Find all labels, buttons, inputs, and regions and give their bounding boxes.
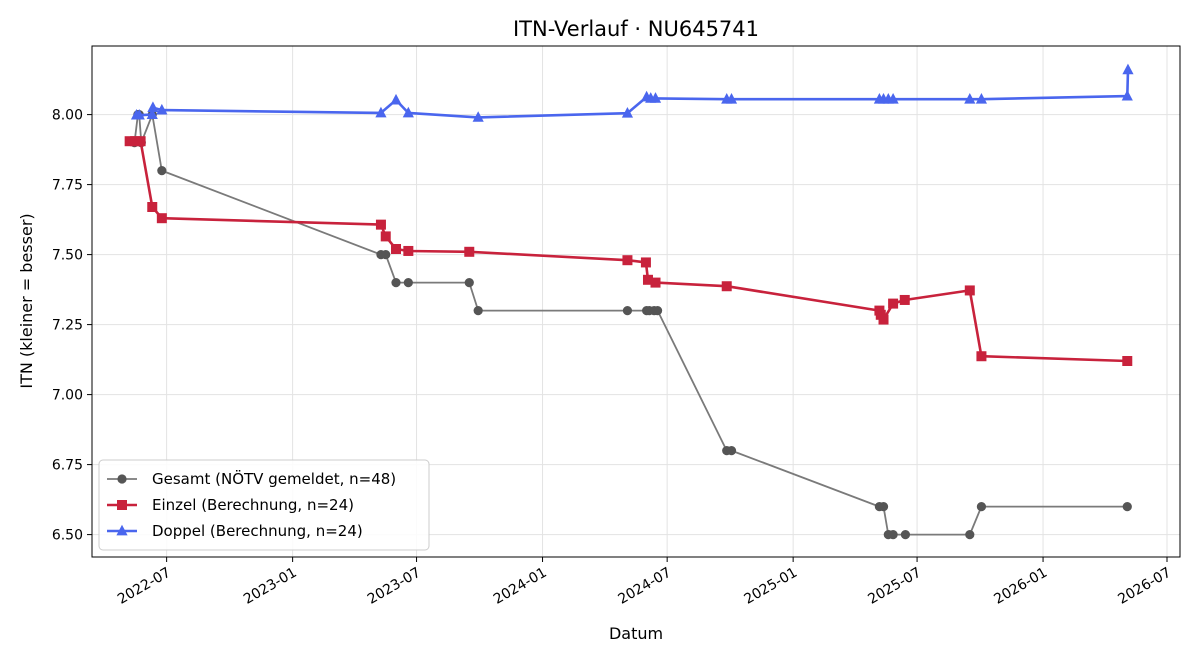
gesamt-data-point xyxy=(473,306,483,316)
gesamt-data-point xyxy=(391,278,401,288)
x-tick-label: 2025-01 xyxy=(741,565,800,608)
gesamt-data-point xyxy=(622,306,633,316)
gesamt-data-point xyxy=(652,306,663,316)
einzel-data-point xyxy=(380,231,391,242)
series-1 xyxy=(124,136,1133,366)
legend: Gesamt (NÖTV gemeldet, n=48) Einzel (Bere… xyxy=(98,459,430,551)
einzel-data-point xyxy=(642,274,653,285)
doppel-data-point xyxy=(133,108,145,120)
doppel-data-point xyxy=(146,108,158,119)
doppel-data-point xyxy=(390,93,402,105)
doppel-data-point xyxy=(1121,89,1133,101)
gesamt-data-point xyxy=(381,250,391,260)
einzel-data-point xyxy=(147,202,158,212)
y-tick-label: 6.50 xyxy=(52,528,83,544)
legend-label: Gesamt (NÖTV gemeldet, n=48) xyxy=(152,469,396,488)
legend-box xyxy=(98,459,430,551)
series-2 xyxy=(130,63,1134,122)
einzel-series-line xyxy=(129,139,1128,363)
x-tick-label: 2026-07 xyxy=(1115,565,1174,608)
doppel-data-point xyxy=(402,106,414,118)
gesamt-data-point xyxy=(464,278,474,288)
y-axis-label: ITN (kleiner = besser) xyxy=(17,213,36,388)
y-tick-label: 6.75 xyxy=(52,458,83,474)
gesamt-data-point xyxy=(157,166,167,176)
einzel-data-point xyxy=(640,257,651,268)
gesamt-data-point xyxy=(976,502,987,512)
y-tick-label: 8.00 xyxy=(52,108,83,124)
series-layer xyxy=(124,63,1134,540)
doppel-data-point xyxy=(975,93,988,104)
doppel-data-point xyxy=(621,107,634,118)
y-tick-label: 7.25 xyxy=(52,318,83,334)
legend-marker xyxy=(117,500,127,510)
legend-label: Doppel (Berechnung, n=24) xyxy=(152,522,363,540)
legend-label: Einzel (Berechnung, n=24) xyxy=(152,496,354,514)
gesamt-data-point xyxy=(403,278,413,288)
doppel-series-line xyxy=(136,69,1130,119)
legend-einzel: Einzel (Berechnung, n=24) xyxy=(107,496,354,514)
einzel-data-point xyxy=(124,136,135,147)
doppel-data-point xyxy=(964,93,976,104)
chart-title: ITN-Verlauf · NU645741 xyxy=(513,17,759,41)
einzel-data-point xyxy=(622,255,633,266)
einzel-data-point xyxy=(464,246,475,257)
gesamt-data-point xyxy=(726,446,737,456)
gesamt-data-point xyxy=(888,530,898,540)
doppel-data-point xyxy=(156,103,168,115)
einzel-data-point xyxy=(375,219,386,230)
legend-marker xyxy=(117,474,127,484)
y-tick-label: 7.75 xyxy=(52,178,83,194)
einzel-data-point xyxy=(1122,356,1133,366)
einzel-data-point xyxy=(899,294,910,305)
einzel-data-point xyxy=(135,136,146,147)
doppel-data-point xyxy=(147,101,159,112)
einzel-data-point xyxy=(888,298,899,309)
plot-frame xyxy=(91,45,1181,558)
y-tick-label: 7.00 xyxy=(52,388,83,404)
einzel-data-point xyxy=(403,245,414,256)
x-axis-label: Datum xyxy=(609,624,663,643)
einzel-data-point xyxy=(976,351,987,362)
x-tick-label: 2026-01 xyxy=(991,565,1050,608)
doppel-data-point xyxy=(887,93,899,104)
doppel-data-point xyxy=(725,93,738,104)
einzel-data-point xyxy=(130,136,141,147)
einzel-data-point xyxy=(964,285,975,296)
doppel-data-point xyxy=(472,111,484,122)
einzel-data-point xyxy=(650,277,661,288)
x-axis: 2022-07 2023-01 2023-07 2024-01 2024-07 2025-… xyxy=(115,557,1174,608)
legend-marker xyxy=(116,524,128,536)
einzel-data-point xyxy=(878,314,889,325)
doppel-data-point xyxy=(1122,63,1134,75)
y-axis: 6.50 6.75 7.00 7.25 7.50 7.75 8.00 xyxy=(52,108,92,544)
gesamt-data-point xyxy=(965,530,975,540)
doppel-data-point xyxy=(649,92,662,103)
x-tick-label: 2022-07 xyxy=(115,565,174,608)
einzel-data-point xyxy=(721,281,732,292)
x-tick-label: 2023-07 xyxy=(365,565,424,608)
gesamt-data-point xyxy=(1122,502,1132,512)
doppel-data-point xyxy=(375,106,387,118)
x-tick-label: 2025-07 xyxy=(865,565,924,608)
gesamt-data-point xyxy=(878,502,889,512)
x-tick-label: 2024-01 xyxy=(491,565,550,608)
einzel-data-point xyxy=(391,244,402,254)
einzel-data-point xyxy=(156,213,167,224)
legend-gesamt: Gesamt (NÖTV gemeldet, n=48) xyxy=(107,469,396,488)
x-tick-label: 2023-01 xyxy=(241,565,300,608)
x-tick-label: 2024-07 xyxy=(615,565,674,608)
legend-doppel: Doppel (Berechnung, n=24) xyxy=(107,522,363,540)
gesamt-data-point xyxy=(900,530,911,540)
y-tick-label: 7.50 xyxy=(52,248,83,264)
